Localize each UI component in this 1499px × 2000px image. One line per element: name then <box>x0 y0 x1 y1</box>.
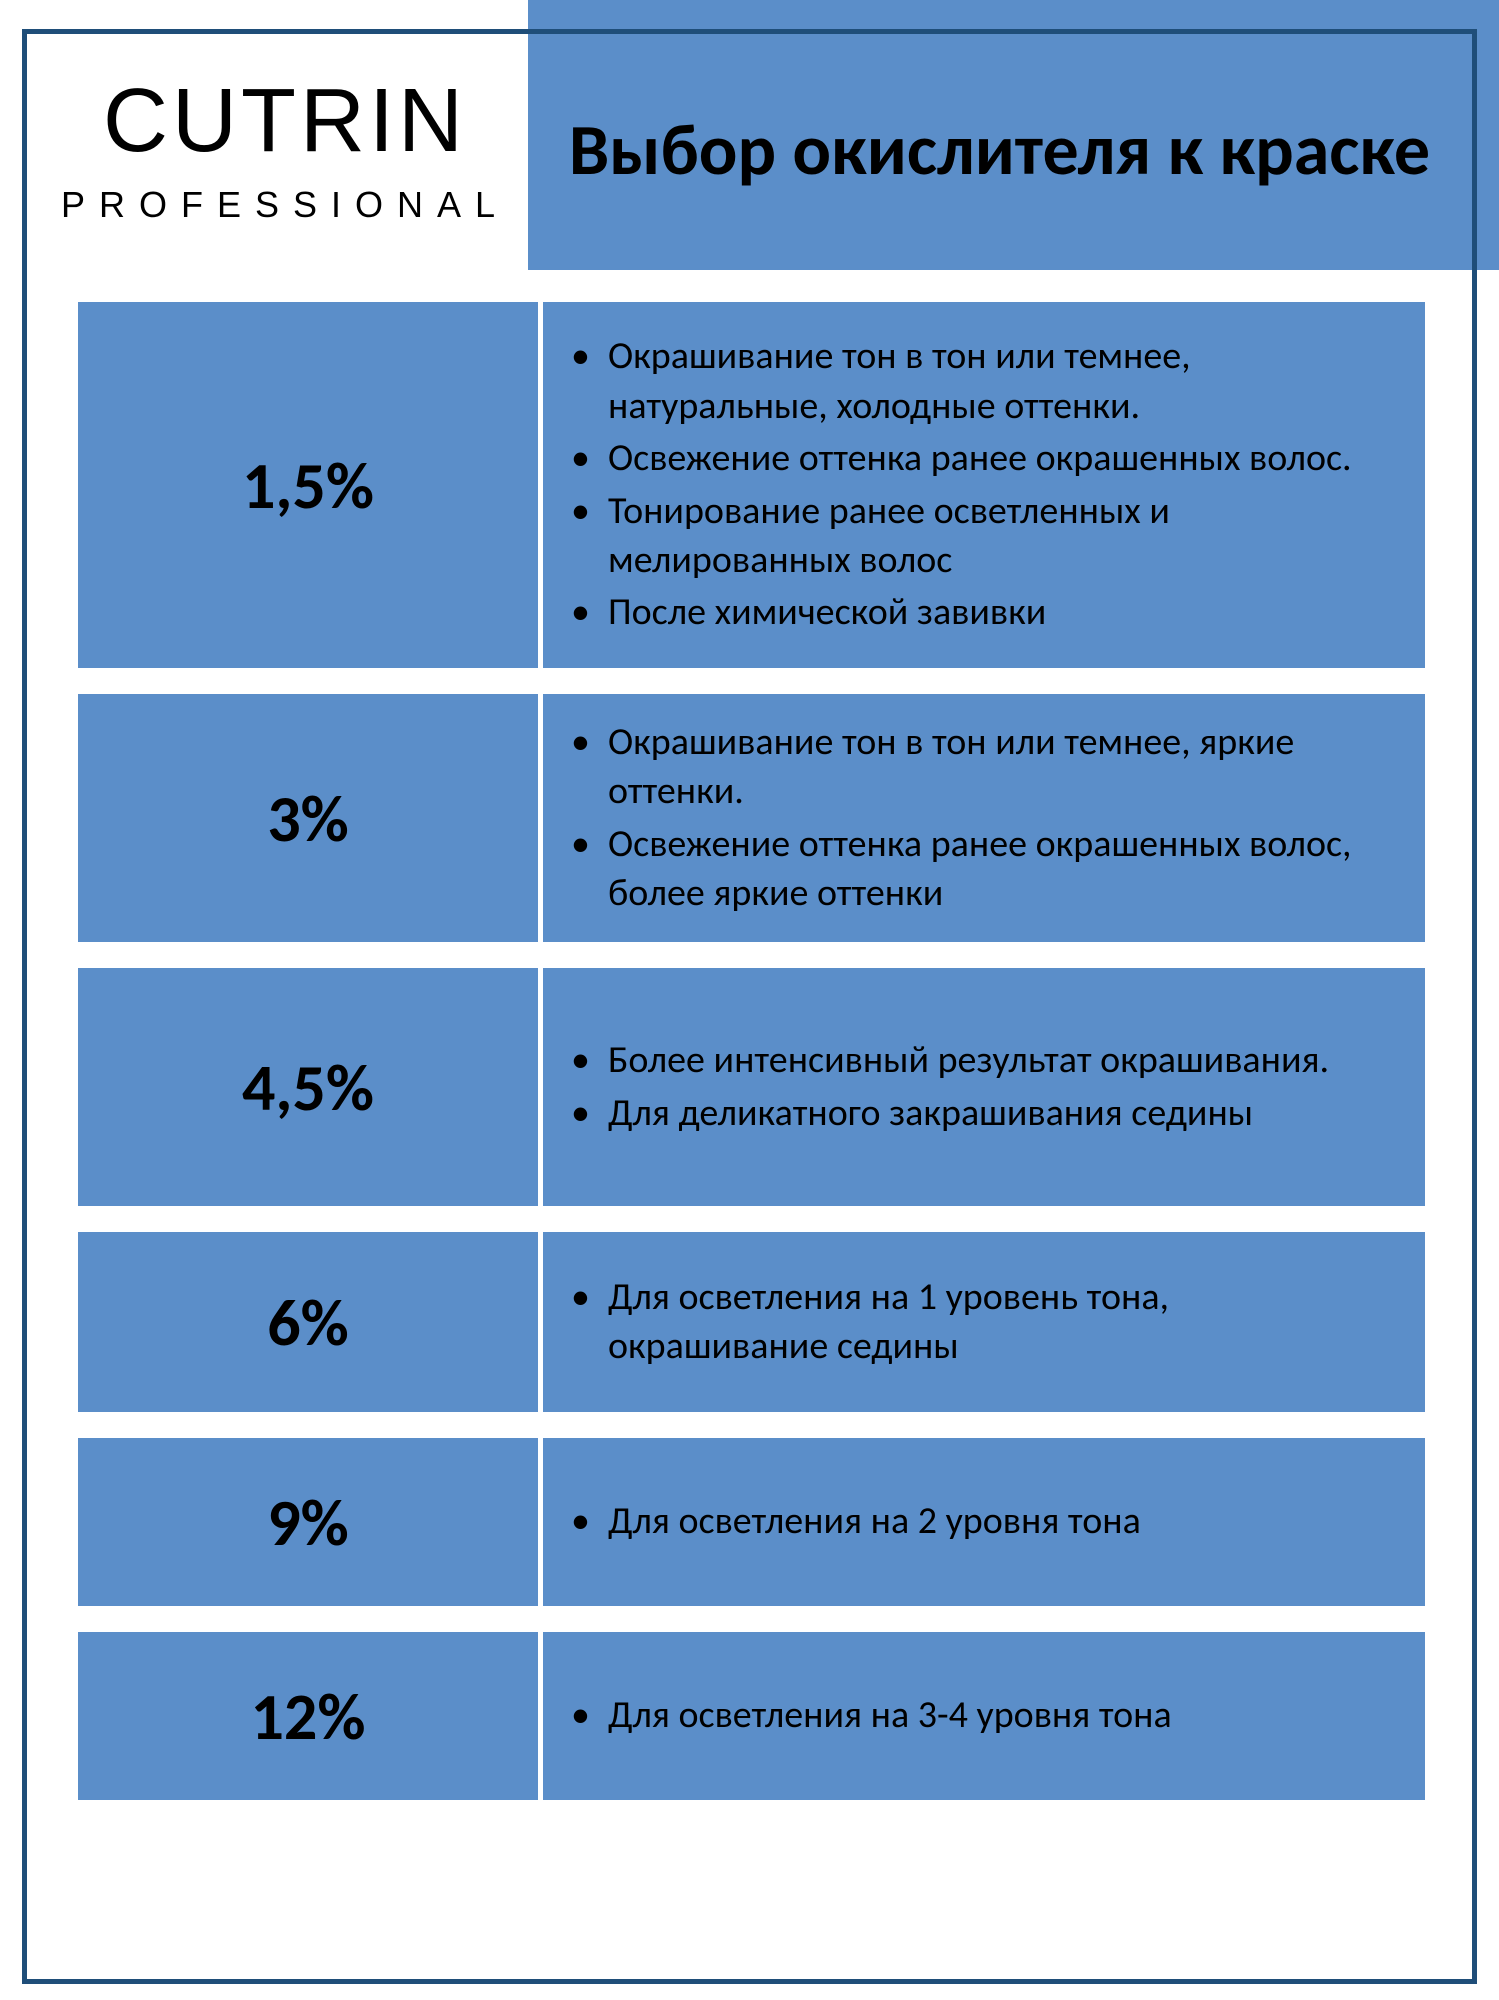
description-list: Окрашивание тон в тон или темнее, натура… <box>553 329 1395 640</box>
list-item: Тонирование ранее осветленных и мелирова… <box>553 487 1395 586</box>
list-item: Освежение оттенка ранее окрашенных волос… <box>553 820 1395 919</box>
list-item: Окрашивание тон в тон или темнее, натура… <box>553 332 1395 431</box>
logo-tagline: PROFESSIONAL <box>61 184 509 226</box>
table-row: 12% Для осветления на 3-4 уровня тона <box>78 1632 1425 1800</box>
percentage-value: 3% <box>267 778 349 859</box>
table-row: 4,5% Более интенсивный результат окрашива… <box>78 968 1425 1206</box>
percentage-cell: 6% <box>78 1232 538 1412</box>
page: CUTRIN PROFESSIONAL Выбор окислителя к к… <box>0 0 1499 2000</box>
list-item: Освежение оттенка ранее окрашенных волос… <box>553 434 1395 483</box>
description-list: Для осветления на 2 уровня тона <box>553 1494 1395 1549</box>
table-row: 3% Окрашивание тон в тон или темнее, ярки… <box>78 694 1425 942</box>
list-item: Для осветления на 3-4 уровня тона <box>553 1691 1395 1740</box>
percentage-value: 6% <box>267 1282 349 1363</box>
list-item: Окрашивание тон в тон или темнее, яркие … <box>553 718 1395 817</box>
title-area: Выбор окислителя к краске <box>540 45 1459 255</box>
percentage-value: 12% <box>250 1676 365 1757</box>
percentage-cell: 1,5% <box>78 302 538 668</box>
table-row: 1,5% Окрашивание тон в тон или темнее, на… <box>78 302 1425 668</box>
description-list: Для осветления на 3-4 уровня тона <box>553 1688 1395 1743</box>
description-cell: Окрашивание тон в тон или темнее, яркие … <box>543 694 1425 942</box>
content-table: 1,5% Окрашивание тон в тон или темнее, на… <box>78 302 1425 1970</box>
description-cell: Окрашивание тон в тон или темнее, натура… <box>543 302 1425 668</box>
page-title: Выбор окислителя к краске <box>569 107 1430 193</box>
list-item: Более интенсивный результат окрашивания. <box>553 1036 1395 1085</box>
logo-brand: CUTRIN <box>103 76 467 166</box>
list-item: После химической завивки <box>553 588 1395 637</box>
list-item: Для деликатного закрашивания седины <box>553 1089 1395 1138</box>
description-cell: Более интенсивный результат окрашивания.… <box>543 968 1425 1206</box>
description-list: Более интенсивный результат окрашивания.… <box>553 1033 1395 1141</box>
percentage-cell: 4,5% <box>78 968 538 1206</box>
description-cell: Для осветления на 1 уровень тона, окраши… <box>543 1232 1425 1412</box>
percentage-value: 4,5% <box>242 1047 374 1128</box>
percentage-value: 1,5% <box>242 445 374 526</box>
table-row: 9% Для осветления на 2 уровня тона <box>78 1438 1425 1606</box>
percentage-cell: 12% <box>78 1632 538 1800</box>
table-row: 6% Для осветления на 1 уровень тона, окра… <box>78 1232 1425 1412</box>
percentage-cell: 3% <box>78 694 538 942</box>
logo: CUTRIN PROFESSIONAL <box>45 38 525 263</box>
description-list: Для осветления на 1 уровень тона, окраши… <box>553 1270 1395 1375</box>
description-list: Окрашивание тон в тон или темнее, яркие … <box>553 715 1395 922</box>
percentage-cell: 9% <box>78 1438 538 1606</box>
list-item: Для осветления на 1 уровень тона, окраши… <box>553 1273 1395 1372</box>
description-cell: Для осветления на 3-4 уровня тона <box>543 1632 1425 1800</box>
list-item: Для осветления на 2 уровня тона <box>553 1497 1395 1546</box>
percentage-value: 9% <box>267 1482 349 1563</box>
description-cell: Для осветления на 2 уровня тона <box>543 1438 1425 1606</box>
